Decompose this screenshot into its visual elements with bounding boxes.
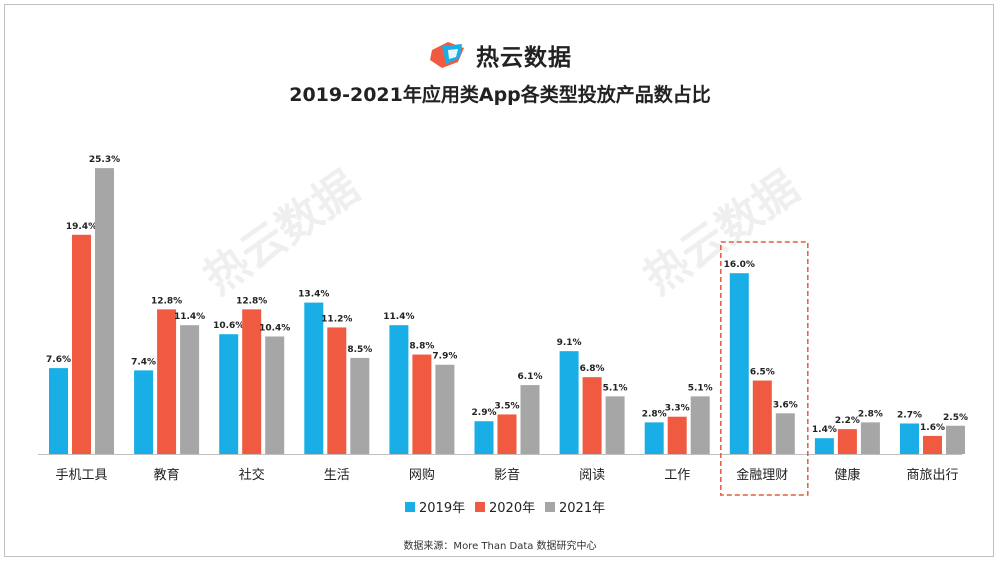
bar-2020年-网购 bbox=[412, 354, 432, 454]
value-label: 2.8% bbox=[858, 409, 883, 419]
bar-2020年-金融理财 bbox=[752, 380, 772, 454]
bar-2020年-影音 bbox=[497, 414, 517, 454]
bar-2021年-影音 bbox=[520, 385, 540, 454]
value-label: 11.4% bbox=[383, 312, 414, 322]
value-label: 6.8% bbox=[580, 364, 605, 374]
value-label: 16.0% bbox=[724, 260, 755, 270]
value-label: 7.6% bbox=[46, 355, 71, 365]
value-label: 2.2% bbox=[835, 416, 860, 426]
bar-2019年-健康 bbox=[814, 438, 834, 454]
value-label: 8.8% bbox=[409, 342, 434, 352]
data-source-note: 数据来源：More Than Data 数据研究中心 bbox=[403, 541, 597, 552]
value-label: 11.2% bbox=[321, 314, 352, 324]
bar-2020年-商旅出行 bbox=[923, 435, 942, 454]
bar-2019年-手机工具 bbox=[49, 368, 68, 454]
legend-label: 2020年 bbox=[489, 501, 535, 516]
bar-2019年-生活 bbox=[304, 302, 324, 454]
value-label: 5.1% bbox=[603, 383, 628, 393]
value-label: 7.4% bbox=[131, 357, 156, 367]
value-label: 10.4% bbox=[259, 323, 290, 333]
bar-2021年-健康 bbox=[860, 422, 880, 454]
value-label: 8.5% bbox=[347, 345, 372, 355]
bar-2021年-社交 bbox=[265, 336, 285, 454]
category-label: 工作 bbox=[664, 468, 690, 483]
bar-2021年-商旅出行 bbox=[946, 425, 965, 454]
bar-2020年-手机工具 bbox=[72, 234, 91, 454]
bar-2020年-工作 bbox=[667, 416, 687, 454]
category-label: 手机工具 bbox=[55, 468, 107, 483]
highlight-box bbox=[720, 241, 809, 496]
value-label: 6.5% bbox=[750, 368, 775, 378]
bar-2021年-手机工具 bbox=[95, 168, 114, 455]
bar-2020年-阅读 bbox=[582, 377, 602, 454]
legend-swatch-2019年 bbox=[405, 502, 415, 512]
bar-2020年-生活 bbox=[327, 327, 347, 454]
value-label: 6.1% bbox=[518, 372, 543, 382]
value-label: 2.5% bbox=[943, 413, 968, 423]
bar-2020年-社交 bbox=[242, 309, 262, 454]
category-label: 商旅出行 bbox=[906, 468, 958, 483]
bar-2021年-网购 bbox=[435, 364, 455, 454]
category-label: 影音 bbox=[494, 467, 520, 483]
bar-2020年-健康 bbox=[837, 429, 857, 454]
reyun-logo-icon bbox=[430, 42, 464, 68]
bar-2019年-教育 bbox=[134, 370, 154, 454]
value-label: 12.8% bbox=[236, 296, 267, 306]
legend-swatch-2020年 bbox=[475, 502, 485, 512]
category-label: 金融理财 bbox=[736, 467, 788, 483]
value-label: 19.4% bbox=[66, 222, 97, 232]
value-label: 3.6% bbox=[773, 400, 798, 410]
bar-chart: 热云数据 热云数据 7.6% 19.4% 25.3% 手机工具 7.4% 12.8% 11.4%… bbox=[38, 155, 968, 516]
legend-label: 2019年 bbox=[419, 501, 465, 516]
bar-2021年-金融理财 bbox=[775, 413, 795, 454]
value-label: 10.6% bbox=[213, 321, 244, 331]
bar-2020年-教育 bbox=[157, 309, 177, 454]
bar-2019年-影音 bbox=[474, 421, 494, 454]
bar-2019年-工作 bbox=[644, 422, 664, 454]
bar-2019年-阅读 bbox=[559, 351, 579, 454]
bar-2019年-金融理财 bbox=[729, 273, 749, 454]
bar-2019年-网购 bbox=[389, 325, 409, 454]
value-label: 2.8% bbox=[642, 409, 667, 419]
bar-2021年-工作 bbox=[690, 396, 710, 454]
category-label: 健康 bbox=[834, 467, 860, 483]
value-label: 2.7% bbox=[897, 410, 922, 420]
value-label: 3.3% bbox=[665, 404, 690, 414]
value-label: 13.4% bbox=[298, 290, 329, 300]
watermark-text-2: 热云数据 bbox=[635, 162, 808, 305]
bar-2021年-生活 bbox=[350, 357, 370, 454]
value-label: 9.1% bbox=[557, 338, 582, 348]
brand-header: 热云数据 bbox=[0, 38, 1000, 72]
category-label: 阅读 bbox=[579, 468, 605, 483]
bar-2019年-商旅出行 bbox=[900, 423, 919, 454]
bar-2021年-阅读 bbox=[605, 396, 625, 454]
bar-2021年-教育 bbox=[180, 325, 200, 454]
watermark-text-1: 热云数据 bbox=[195, 162, 368, 305]
value-label: 1.4% bbox=[812, 425, 837, 435]
bar-2019年-社交 bbox=[219, 334, 239, 454]
value-label: 7.9% bbox=[432, 352, 457, 362]
value-label: 25.3% bbox=[89, 155, 120, 165]
category-label: 社交 bbox=[239, 467, 265, 483]
chart-frame bbox=[4, 4, 994, 557]
value-label: 1.6% bbox=[920, 423, 945, 433]
category-label: 生活 bbox=[324, 468, 350, 483]
value-label: 11.4% bbox=[174, 312, 205, 322]
category-label: 教育 bbox=[154, 467, 180, 483]
value-label: 3.5% bbox=[495, 401, 520, 411]
brand-name: 热云数据 bbox=[476, 45, 572, 71]
category-label: 网购 bbox=[409, 467, 435, 483]
chart-title: 2019-2021年应用类App各类型投放产品数占比 bbox=[289, 84, 711, 106]
value-label: 5.1% bbox=[688, 383, 713, 393]
legend-swatch-2021年 bbox=[545, 502, 555, 512]
legend-label: 2021年 bbox=[559, 501, 605, 516]
value-label: 12.8% bbox=[151, 296, 182, 306]
value-label: 2.9% bbox=[472, 408, 497, 418]
